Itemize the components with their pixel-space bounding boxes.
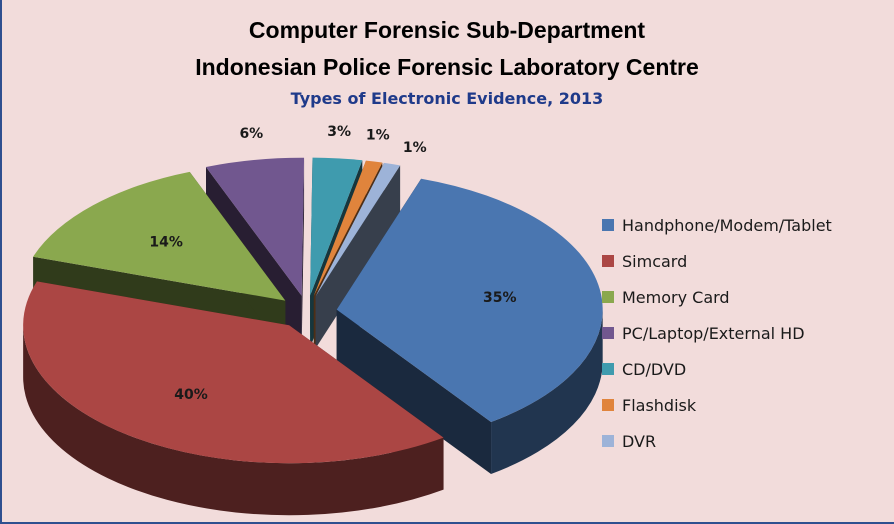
data-label-6: 1% bbox=[403, 140, 427, 156]
data-label-0: 35% bbox=[483, 290, 517, 306]
data-label-4: 3% bbox=[327, 124, 351, 140]
slice-dvr bbox=[315, 162, 401, 297]
slice-memory-card bbox=[33, 171, 286, 301]
data-label-3: 6% bbox=[239, 126, 263, 142]
pie-labels: 35% 40% 14% 6% 3% 1% 1% bbox=[149, 124, 516, 403]
chart-title-line2: Indonesian Police Forensic Laboratory Ce… bbox=[195, 54, 699, 80]
legend-item: PC/Laptop/External HD bbox=[602, 315, 832, 351]
legend-label: Simcard bbox=[622, 251, 688, 271]
data-label-1: 40% bbox=[174, 387, 208, 403]
legend-label: Memory Card bbox=[622, 287, 730, 307]
slice-cd-dvd bbox=[310, 157, 363, 296]
slice-side-3 bbox=[301, 157, 305, 348]
legend-swatch bbox=[602, 327, 614, 339]
legend-label: Handphone/Modem/Tablet bbox=[622, 215, 832, 235]
legend-swatch bbox=[602, 291, 614, 303]
legend-item: Memory Card bbox=[602, 279, 832, 315]
legend-swatch bbox=[602, 255, 614, 267]
slice-pc-laptop-external-hd bbox=[205, 157, 305, 296]
legend-item: Handphone/Modem/Tablet bbox=[602, 207, 832, 243]
legend-label: CD/DVD bbox=[622, 359, 687, 379]
chart-legend: Handphone/Modem/Tablet Simcard Memory Card… bbox=[602, 207, 832, 459]
slice-side-6 bbox=[315, 165, 401, 349]
legend-swatch bbox=[602, 363, 614, 375]
slice-flashdisk bbox=[313, 160, 383, 296]
legend-swatch bbox=[602, 219, 614, 231]
legend-label: DVR bbox=[622, 431, 657, 451]
slice-simcard bbox=[23, 281, 444, 464]
slice-wall-0 bbox=[491, 309, 603, 474]
chart-subtitle: Types of Electronic Evidence, 2013 bbox=[290, 89, 604, 108]
legend-label: PC/Laptop/External HD bbox=[622, 323, 805, 343]
legend-item: Flashdisk bbox=[602, 387, 832, 423]
data-label-2: 14% bbox=[149, 234, 183, 250]
slice-wall-1 bbox=[23, 325, 444, 516]
legend-swatch bbox=[602, 399, 614, 411]
slice-handphone-modem-tablet bbox=[336, 178, 603, 422]
legend-swatch bbox=[602, 435, 614, 447]
legend-item: CD/DVD bbox=[602, 351, 832, 387]
data-label-5: 1% bbox=[366, 127, 390, 143]
chart-title-line1: Computer Forensic Sub-Department bbox=[248, 17, 646, 43]
legend-item: Simcard bbox=[602, 243, 832, 279]
legend-item: DVR bbox=[602, 423, 832, 459]
slice-side-0 bbox=[336, 309, 492, 474]
pie-tops bbox=[23, 157, 603, 464]
legend-label: Flashdisk bbox=[622, 395, 697, 415]
